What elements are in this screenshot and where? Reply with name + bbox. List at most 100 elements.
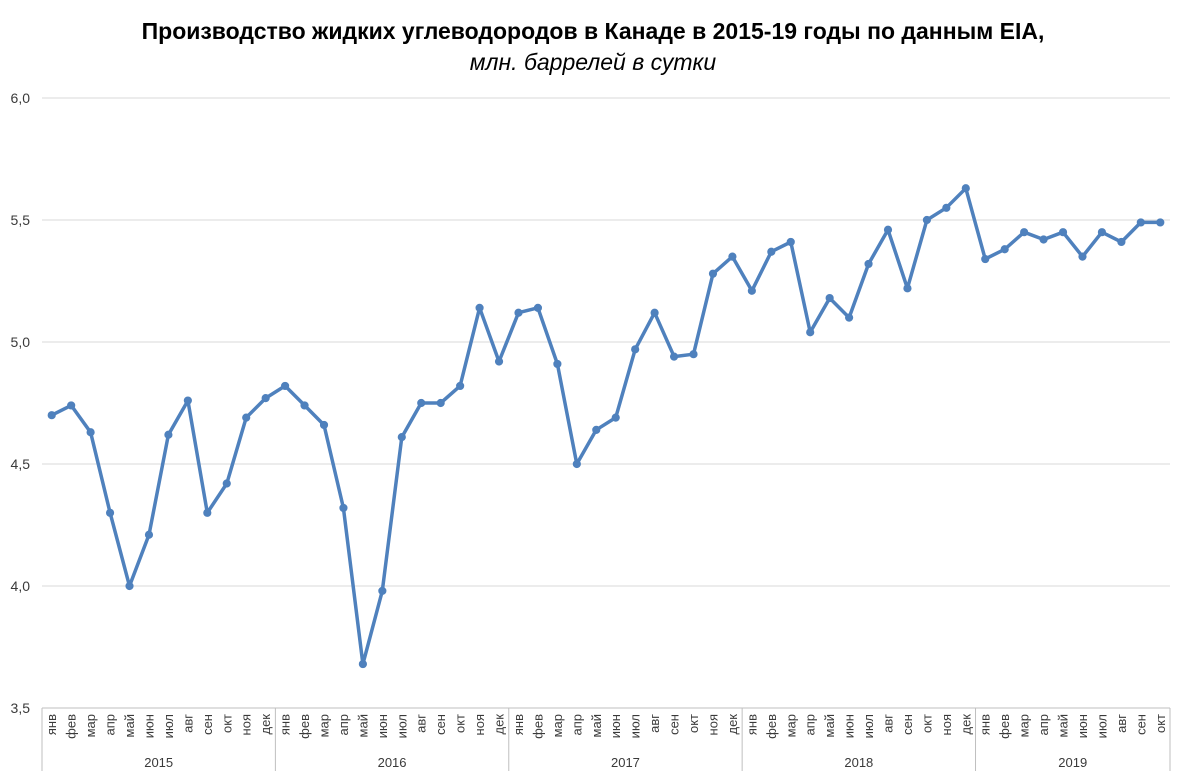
x-tick-label: окт <box>219 714 234 733</box>
data-point <box>222 479 231 488</box>
x-tick-label: ноя <box>239 714 254 735</box>
grid-lines <box>42 97 1170 709</box>
x-tick-label: июн <box>375 714 390 738</box>
x-tick-label: авг <box>414 714 429 733</box>
x-tick-label: ноя <box>705 714 720 735</box>
data-point <box>105 508 115 517</box>
x-tick-label: авг <box>647 714 662 733</box>
x-axis: янв фев мар апр май июн июл авг сен окт ноя дек2015… <box>41 707 1171 771</box>
data-point <box>1156 218 1165 227</box>
x-tick-label: янв <box>511 714 526 735</box>
data-point <box>417 398 426 408</box>
x-tick-label: май <box>355 714 370 737</box>
data-point <box>1020 228 1029 237</box>
data-point <box>281 381 290 391</box>
year-label: 2015 <box>144 755 173 770</box>
x-tick-label: авг <box>180 714 195 733</box>
data-point <box>611 413 620 422</box>
x-tick-label: мар <box>1017 714 1032 737</box>
x-tick-label: фев <box>530 714 545 739</box>
x-tick-label: дек <box>258 714 273 735</box>
chart-subtitle: млн. баррелей в сутки <box>469 49 717 75</box>
data-point <box>669 352 679 361</box>
data-point <box>319 420 329 430</box>
x-tick-label: июл <box>394 714 409 738</box>
data-point <box>339 503 348 513</box>
x-tick-label: фев <box>297 714 312 739</box>
x-tick-label: янв <box>744 714 759 735</box>
data-point <box>261 394 270 403</box>
x-tick-label: мар <box>550 714 565 737</box>
data-point <box>358 659 367 669</box>
data-point <box>631 345 640 354</box>
data-point <box>475 303 484 312</box>
data-point <box>650 308 659 317</box>
data-point <box>942 203 951 212</box>
data-point <box>1058 228 1068 237</box>
x-tick-label: июн <box>842 714 857 738</box>
x-tick-label: дек <box>958 714 973 735</box>
x-tick-label: мар <box>83 714 98 737</box>
data-point <box>86 428 95 437</box>
data-point <box>961 184 970 193</box>
y-tick-label: 5,5 <box>11 212 31 228</box>
data-point <box>981 254 990 264</box>
year-label: 2019 <box>1058 755 1087 770</box>
data-point <box>864 259 873 269</box>
x-tick-label: фев <box>764 714 779 739</box>
data-point <box>494 357 504 366</box>
data-point <box>883 225 893 234</box>
x-tick-label: апр <box>1036 714 1051 736</box>
chart-title: Производство жидких углеводородов в Кана… <box>141 18 1045 44</box>
x-tick-label: апр <box>103 714 118 736</box>
data-point <box>67 401 76 410</box>
x-tick-label: ноя <box>472 714 487 735</box>
x-tick-label: сен <box>900 714 915 735</box>
x-tick-label: сен <box>667 714 682 735</box>
x-tick-label: дек <box>492 714 507 735</box>
x-tick-label: июн <box>1075 714 1090 738</box>
data-point <box>183 396 192 405</box>
x-tick-label: окт <box>453 714 468 733</box>
x-tick-label: июл <box>1094 714 1109 738</box>
data-point <box>1039 235 1048 244</box>
y-axis-ticks: 3,5 4,0 4,5 5,0 5,5 6,0 <box>11 90 31 716</box>
data-point <box>436 398 445 408</box>
data-point <box>1097 228 1107 237</box>
x-tick-label: фев <box>997 714 1012 739</box>
x-tick-label: май <box>822 714 837 737</box>
data-point <box>747 286 756 295</box>
data-point <box>456 381 465 391</box>
data-point <box>203 508 212 517</box>
y-tick-label: 5,0 <box>11 334 31 350</box>
x-tick-label: окт <box>686 714 701 733</box>
x-tick-label: дек <box>725 714 740 735</box>
x-tick-label: сен <box>200 714 215 735</box>
data-point <box>164 430 173 439</box>
data-point <box>47 411 56 420</box>
data-point <box>1000 245 1009 254</box>
x-tick-label: сен <box>433 714 448 735</box>
data-point <box>689 350 698 359</box>
x-tick-label: ноя <box>939 714 954 735</box>
x-tick-label: фев <box>64 714 79 739</box>
x-tick-label: авг <box>1114 714 1129 733</box>
y-tick-label: 4,5 <box>11 456 31 472</box>
year-label: 2016 <box>378 755 407 770</box>
x-tick-label: июл <box>161 714 176 738</box>
x-tick-label: окт <box>1153 714 1168 733</box>
data-point <box>397 433 406 442</box>
y-tick-label: 6,0 <box>11 90 31 106</box>
x-tick-label: май <box>122 714 137 737</box>
year-label: 2017 <box>611 755 640 770</box>
data-point <box>767 247 776 256</box>
x-tick-label: июл <box>628 714 643 738</box>
x-tick-label: мар <box>317 714 332 737</box>
data-point <box>592 425 601 434</box>
x-tick-label: апр <box>803 714 818 736</box>
data-point <box>903 284 912 293</box>
series-points <box>47 184 1165 669</box>
data-point <box>708 269 718 278</box>
year-label: 2018 <box>844 755 873 770</box>
